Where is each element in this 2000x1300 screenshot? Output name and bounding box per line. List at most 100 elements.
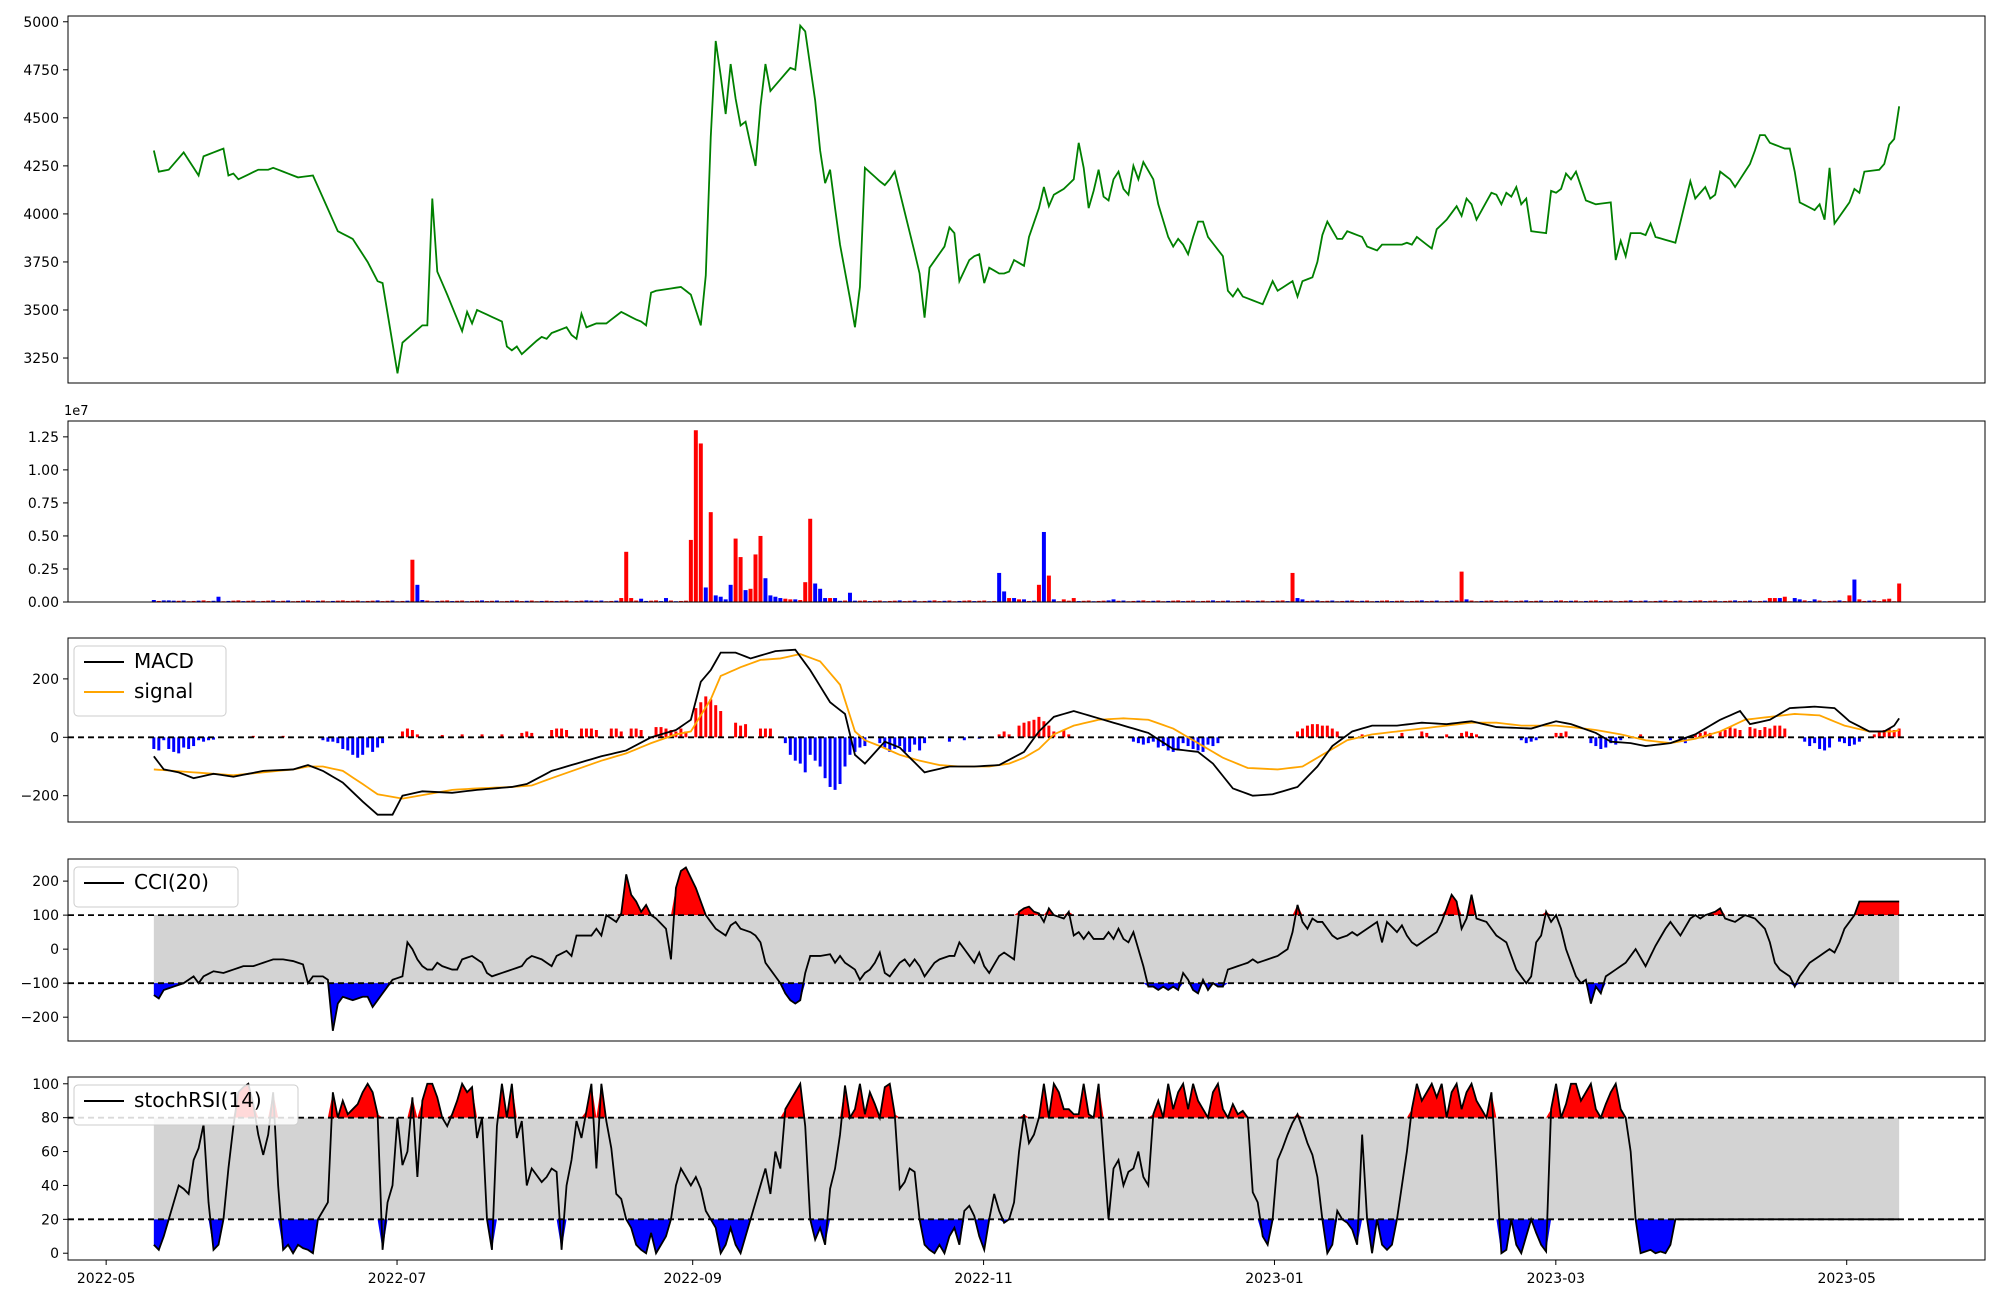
volume-bar xyxy=(480,600,485,602)
macd-histogram-bar xyxy=(997,734,1001,738)
volume-bar xyxy=(1081,600,1086,602)
volume-bar xyxy=(1220,600,1225,602)
macd-histogram-bar xyxy=(1131,737,1135,742)
volume-bar xyxy=(549,600,554,602)
macd-histogram-bar xyxy=(853,737,857,752)
volume-bar xyxy=(1608,600,1613,602)
volume-bar xyxy=(559,600,564,602)
volume-bar xyxy=(907,600,912,602)
cci-oversold-fill xyxy=(153,983,1900,1031)
volume-bar xyxy=(1151,600,1156,602)
macd-histogram-bar xyxy=(152,737,156,749)
volume-bar xyxy=(967,600,972,602)
volume-bar xyxy=(688,539,693,602)
macd-histogram-bar xyxy=(744,724,748,738)
volume-bar xyxy=(748,588,753,602)
volume-bar xyxy=(1673,600,1678,602)
volume-bar xyxy=(862,600,867,602)
price-ytick-label: 4750 xyxy=(23,63,59,79)
volume-bar xyxy=(1459,571,1464,602)
volume-bar xyxy=(524,600,529,602)
volume-bar xyxy=(1305,600,1310,602)
volume-bar xyxy=(544,600,549,602)
volume-bar xyxy=(385,600,390,602)
volume-bar xyxy=(1772,598,1777,602)
volume-bar xyxy=(892,600,897,602)
macd-histogram-bar xyxy=(1842,737,1846,744)
macd-histogram-bar xyxy=(1181,737,1185,744)
macd-histogram-bar xyxy=(609,728,613,738)
volume-ytick-label: 0.50 xyxy=(28,529,59,545)
volume-bar xyxy=(1171,600,1176,602)
volume-bar xyxy=(932,600,937,602)
volume-bar xyxy=(286,600,291,602)
volume-bar xyxy=(793,599,798,602)
volume-bar xyxy=(1061,599,1066,602)
cci-neutral-band xyxy=(153,915,1900,984)
volume-bar xyxy=(564,600,569,602)
stochrsi-ytick-label: 60 xyxy=(41,1145,59,1161)
volume-bar xyxy=(1186,600,1191,602)
macd-histogram-bar xyxy=(1296,731,1299,738)
volume-bar xyxy=(768,595,773,602)
volume-bar xyxy=(1519,600,1524,602)
macd-histogram-bar xyxy=(356,737,360,758)
macd-histogram-bar xyxy=(555,728,559,738)
volume-bar xyxy=(355,600,360,602)
volume-bar xyxy=(803,582,808,602)
volume-bar xyxy=(1325,600,1330,602)
volume-bar xyxy=(877,600,882,602)
volume-bar xyxy=(1658,600,1663,602)
volume-bar xyxy=(1429,600,1434,602)
stochrsi-legend-label: stochRSI(14) xyxy=(134,1088,262,1112)
macd-line xyxy=(153,648,1900,816)
volume-bar xyxy=(1812,599,1817,602)
volume-bar xyxy=(1713,600,1718,602)
volume-bar xyxy=(251,600,256,602)
volume-bar xyxy=(1201,600,1206,602)
volume-bar xyxy=(1663,600,1668,602)
macd-histogram-bar xyxy=(192,737,196,747)
volume-bar xyxy=(1096,600,1101,602)
volume-bar xyxy=(1583,600,1588,602)
volume-bar xyxy=(1176,600,1181,602)
volume-bar xyxy=(1449,600,1454,602)
macd-histogram-bar xyxy=(1047,725,1051,738)
volume-bar xyxy=(713,595,718,602)
volume-bar xyxy=(1295,598,1300,602)
volume-bar xyxy=(1832,600,1837,602)
volume-bar xyxy=(1728,600,1733,602)
macd-histogram-bar xyxy=(1300,728,1304,738)
macd-histogram-bar xyxy=(1017,725,1021,738)
volume-bar xyxy=(1210,600,1215,602)
macd-histogram-bar xyxy=(833,737,837,790)
macd-histogram-bar xyxy=(788,737,792,755)
volume-bar xyxy=(922,600,927,602)
x-tick-label: 2023-01 xyxy=(1245,1271,1304,1287)
cci-panel-frame xyxy=(67,858,1986,1042)
volume-bar xyxy=(415,584,420,602)
price-ytick-label: 3750 xyxy=(23,255,59,271)
macd-histogram-bar xyxy=(1758,730,1762,738)
stochrsi-ytick-label: 40 xyxy=(41,1178,59,1194)
macd-histogram-bar xyxy=(1728,727,1732,738)
cci-ytick-label: 0 xyxy=(50,942,59,958)
volume-bar xyxy=(1628,600,1633,602)
price-panel: 3250 3500 3750 4000 4250 4500 4750 5000 xyxy=(23,15,1986,384)
macd-histogram-bar xyxy=(848,737,852,755)
macd-histogram-bar xyxy=(1465,731,1469,738)
volume-bar xyxy=(1444,600,1449,602)
volume-bar xyxy=(624,551,629,602)
volume-bar xyxy=(1534,600,1539,602)
macd-histogram-bar xyxy=(197,737,201,741)
macd-histogram-bar xyxy=(1420,731,1424,738)
cci-panel: −200 −100 0 100 200 CCI(20) xyxy=(21,858,1986,1042)
volume-bar xyxy=(1643,600,1648,602)
volume-bar xyxy=(1867,600,1872,602)
macd-histogram-bar xyxy=(823,737,827,779)
price-line xyxy=(152,23,1901,374)
macd-histogram-bar xyxy=(913,737,917,745)
volume-bar xyxy=(957,600,962,602)
macd-histogram-bar xyxy=(1534,737,1538,741)
macd-histogram-bar xyxy=(634,728,638,738)
